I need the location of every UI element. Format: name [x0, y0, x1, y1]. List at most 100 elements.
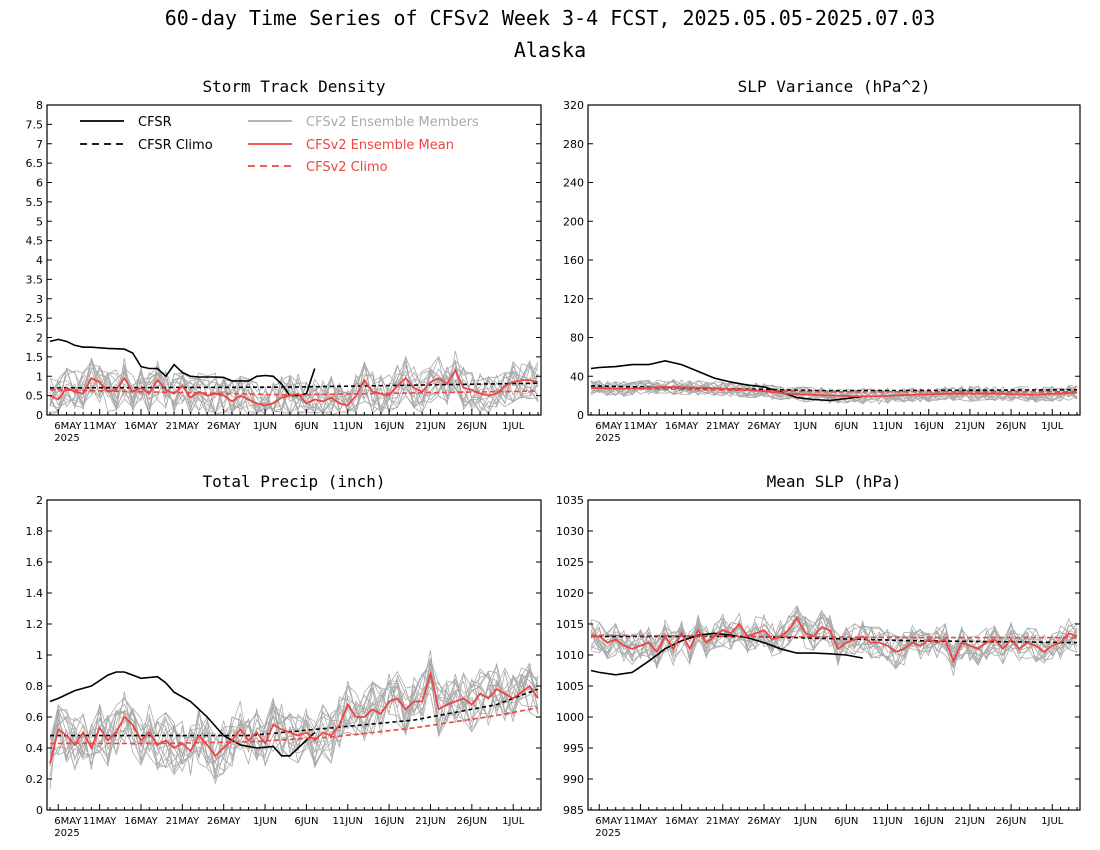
storm-track-xtick-label: 21MAY — [166, 421, 200, 432]
total-precip-xtick-label: 11MAY — [83, 816, 117, 827]
total-precip-xtick-label: 1JUL — [502, 816, 525, 827]
storm-track-xtick-label: 11MAY — [83, 421, 117, 432]
storm-track-xtick-label: 6MAY — [54, 421, 82, 432]
storm-track-ytick-label: 3.5 — [26, 273, 44, 286]
total-precip-member-line — [49, 680, 539, 768]
storm-track-cfsr-line — [49, 338, 316, 397]
storm-track-ytick-label: 0 — [36, 409, 43, 422]
storm-track-ytick-label: 0.5 — [26, 390, 44, 403]
storm-track-plot-area — [49, 338, 539, 415]
legend-label-cfsr-climo: CFSR Climo — [138, 138, 213, 153]
mean-slp-ytick-label: 1000 — [556, 711, 584, 724]
storm-track-ytick-label: 4 — [36, 254, 43, 267]
legend-label-members: CFSv2 Ensemble Members — [306, 115, 479, 130]
mean-slp-xtick-label: 6MAY — [595, 816, 623, 827]
mean-slp-member-line — [590, 605, 1078, 669]
storm-track-ytick-label: 6.5 — [26, 157, 44, 170]
slp-variance-panel: SLP Variance (hPa^2) 0 40 80 120 160 200 240 280… — [563, 77, 1081, 444]
mean-slp-ens-mean-line — [591, 616, 1078, 664]
total-precip-xtick-label: 21MAY — [166, 816, 200, 827]
total-precip-ytick-label: 2 — [36, 494, 43, 507]
storm-track-xtick-label: 11JUN — [333, 421, 363, 432]
mean-slp-xtick-label: 16JUN — [913, 816, 943, 827]
total-precip-plot-area — [49, 650, 539, 789]
total-precip-year-label: 2025 — [54, 828, 79, 839]
total-precip-xtick-label: 11JUN — [333, 816, 363, 827]
slp-variance-xtick-label: 6MAY — [595, 421, 623, 432]
total-precip-panel: Total Precip (inch) 0 0.2 0.4 0.6 0.8 1 1.2 1.4 1… — [26, 472, 542, 839]
slp-variance-frame — [587, 104, 1081, 416]
total-precip-ens-mean-line — [49, 670, 539, 764]
mean-slp-xtick-label: 11JUN — [872, 816, 902, 827]
slp-variance-member-line — [590, 379, 1078, 404]
mean-slp-member-line — [590, 612, 1078, 676]
total-precip-xtick-label: 26JUN — [457, 816, 487, 827]
storm-track-ens-mean-line — [49, 368, 539, 407]
storm-track-ytick-label: 6 — [36, 177, 43, 190]
main-title: 60-day Time Series of CFSv2 Week 3-4 FCS… — [165, 6, 936, 30]
mean-slp-ytick-label: 1035 — [556, 494, 584, 507]
total-precip-ytick-label: 0.8 — [26, 680, 44, 693]
storm-track-xtick-label: 26JUN — [457, 421, 487, 432]
total-precip-member-line — [49, 672, 539, 780]
storm-track-member-line — [49, 355, 539, 415]
storm-track-xtick-label: 6JUN — [294, 421, 318, 432]
slp-variance-xtick-label: 26JUN — [996, 421, 1026, 432]
slp-variance-ytick-label: 160 — [563, 254, 584, 267]
total-precip-title: Total Precip (inch) — [202, 472, 385, 491]
mean-slp-xtick-label: 11MAY — [624, 816, 658, 827]
slp-variance-cfsr-line — [590, 359, 863, 402]
mean-slp-xtick-label: 21MAY — [706, 816, 740, 827]
mean-slp-xtick-label: 26JUN — [996, 816, 1026, 827]
storm-track-ytick-label: 3 — [36, 293, 43, 306]
legend: CFSR CFSR Climo CFSv2 Ensemble Members CFSv… — [80, 115, 479, 175]
mean-slp-cfsr-line — [590, 632, 863, 676]
mean-slp-cfsv2-climo-line — [590, 634, 1077, 639]
legend-label-cfsr: CFSR — [138, 115, 172, 130]
total-precip-member-line — [49, 663, 539, 775]
slp-variance-xtick-label: 16JUN — [913, 421, 943, 432]
mean-slp-xtick-label: 16MAY — [665, 816, 699, 827]
slp-variance-xtick-label: 11JUN — [872, 421, 902, 432]
slp-variance-xtick-label: 1JUL — [1041, 421, 1064, 432]
total-precip-ytick-label: 0 — [36, 804, 43, 817]
mean-slp-xtick-label: 21JUN — [955, 816, 985, 827]
mean-slp-ytick-label: 1010 — [556, 649, 584, 662]
mean-slp-xtick-label: 1JUL — [1041, 816, 1064, 827]
storm-track-member-line — [49, 356, 539, 415]
mean-slp-ytick-label: 985 — [563, 804, 584, 817]
total-precip-member-line — [49, 673, 539, 776]
storm-track-xtick-label: 26MAY — [207, 421, 241, 432]
slp-variance-member-line — [590, 379, 1078, 404]
total-precip-ytick-label: 0.2 — [26, 773, 44, 786]
total-precip-member-line — [49, 663, 539, 779]
storm-track-xtick-label: 21JUN — [415, 421, 445, 432]
total-precip-xtick-label: 16JUN — [374, 816, 404, 827]
slp-variance-ens-mean-line — [590, 385, 1078, 398]
slp-variance-ytick-label: 280 — [563, 138, 584, 151]
slp-variance-xtick-label: 6JUN — [834, 421, 858, 432]
mean-slp-ytick-label: 1025 — [556, 556, 584, 569]
total-precip-ytick-label: 0.4 — [26, 742, 44, 755]
mean-slp-xtick-label: 26MAY — [747, 816, 781, 827]
slp-variance-ytick-label: 240 — [563, 177, 584, 190]
total-precip-xtick-label: 26MAY — [207, 816, 241, 827]
mean-slp-title: Mean SLP (hPa) — [767, 472, 902, 491]
total-precip-ytick-label: 1 — [36, 649, 43, 662]
mean-slp-plot-area — [590, 605, 1078, 676]
total-precip-xtick-label: 16MAY — [124, 816, 158, 827]
slp-variance-xtick-label: 11MAY — [624, 421, 658, 432]
total-precip-ytick-label: 1.4 — [26, 587, 44, 600]
mean-slp-xtick-label: 6JUN — [834, 816, 858, 827]
total-precip-cfsr-line — [49, 671, 316, 757]
storm-track-member-line — [49, 362, 539, 414]
total-precip-member-line — [49, 656, 539, 789]
main-subtitle: Alaska — [514, 38, 586, 62]
slp-variance-ytick-label: 320 — [563, 99, 584, 112]
mean-slp-panel: Mean SLP (hPa) 985 990 995 1000 1005 1010 1015 1… — [556, 472, 1081, 839]
total-precip-xtick-label: 6JUN — [294, 816, 318, 827]
storm-track-ytick-label: 5 — [36, 215, 43, 228]
storm-track-ytick-label: 7.5 — [26, 118, 44, 131]
storm-track-year-label: 2025 — [54, 433, 79, 444]
